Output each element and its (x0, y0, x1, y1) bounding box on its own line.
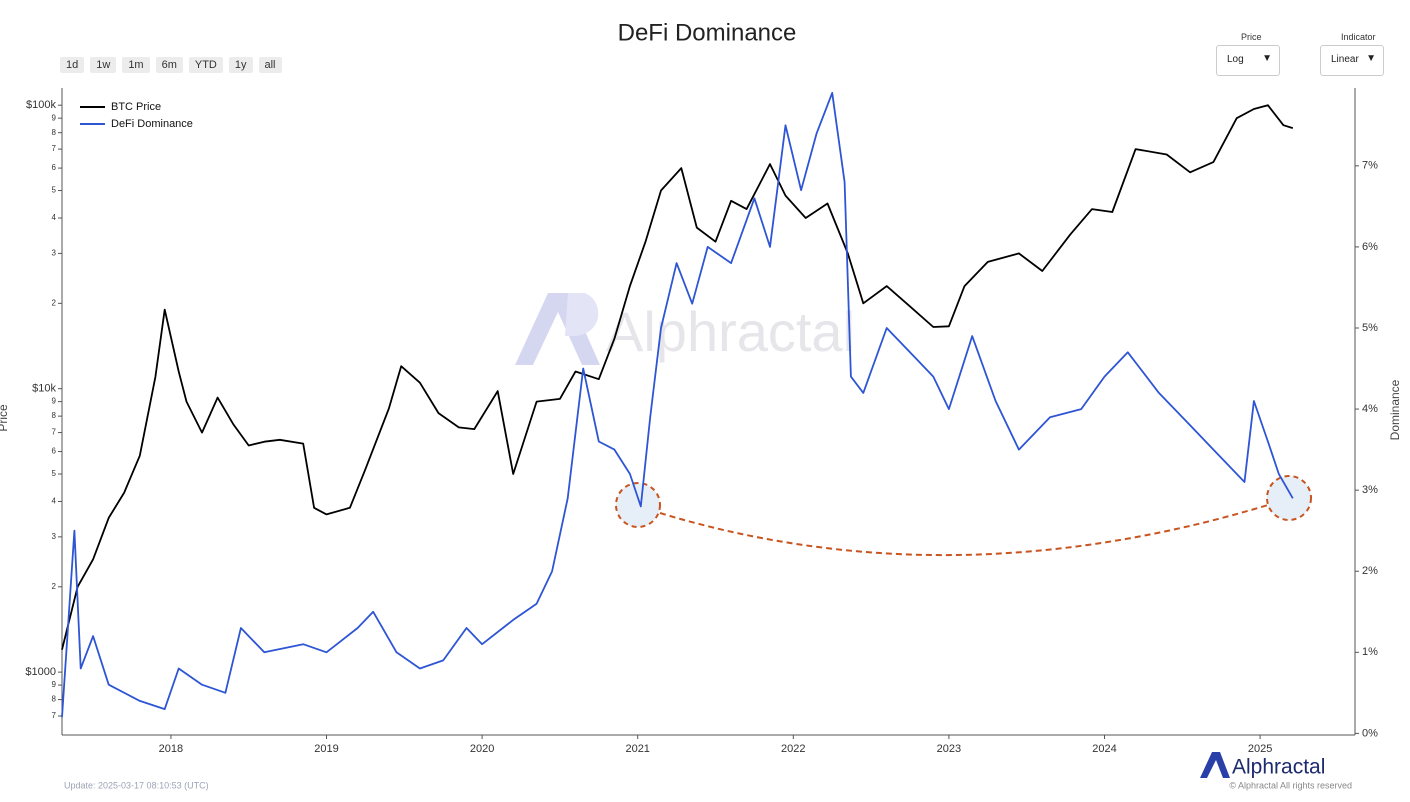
y-axis-label: Price (0, 404, 10, 432)
y2-tick-label: 0% (1362, 727, 1378, 739)
x-tick-label: 2023 (937, 743, 961, 755)
watermark-logo (565, 293, 599, 336)
y-tick-label: 7 (52, 428, 57, 437)
brand: Alphractal (1200, 752, 1325, 779)
price-scale-label: Price (1241, 32, 1262, 42)
y-tick-label: $10k (32, 383, 56, 395)
range-button[interactable]: 1y (228, 57, 253, 73)
range-button[interactable]: 1d (60, 57, 85, 73)
y2-tick-label: 5% (1362, 322, 1378, 334)
dropdown-arrow: ▼ (1262, 53, 1272, 64)
y-tick-label: 8 (52, 695, 57, 704)
copyright: © Alphractal All rights reserved (1229, 780, 1352, 790)
y-tick-label: 9 (52, 397, 57, 406)
update-text: Update: 2025-03-17 08:10:53 (UTC) (64, 780, 209, 790)
range-button[interactable]: 1w (90, 57, 117, 73)
y-tick-label: 2 (52, 298, 57, 307)
series-line (61, 92, 1294, 718)
indicator-scale-label: Indicator (1341, 32, 1376, 42)
y-tick-label: 9 (52, 113, 57, 122)
y2-axis-label: Dominance (1388, 379, 1402, 440)
y-tick-label: 8 (52, 411, 57, 420)
y-tick-label: $1000 (25, 666, 56, 678)
x-tick-label: 2020 (470, 743, 494, 755)
annotation-curve (659, 504, 1269, 557)
y2-tick-label: 1% (1362, 646, 1378, 658)
dropdown-arrow: ▼ (1366, 53, 1376, 64)
y2-tick-label: 3% (1362, 484, 1378, 496)
y-tick-label: 6 (52, 447, 57, 456)
legend-label: BTC Price (111, 101, 161, 113)
x-tick-label: 2018 (159, 743, 183, 755)
y-tick-label: 6 (52, 163, 57, 172)
x-tick-label: 2025 (1248, 743, 1272, 755)
y2-tick-label: 6% (1362, 241, 1378, 253)
y-tick-label: 7 (52, 144, 57, 153)
watermark: Alphractal (515, 293, 855, 365)
price-scale-dropdown[interactable]: Log ▼ (1216, 45, 1280, 76)
y-tick-label: 4 (52, 213, 57, 222)
x-tick-label: 2019 (314, 743, 338, 755)
y2-tick-label: 7% (1362, 160, 1378, 172)
range-button[interactable]: 6m (155, 57, 183, 73)
y-tick-label: 7 (52, 711, 57, 720)
y2-tick-label: 4% (1362, 403, 1378, 415)
y-tick-label: $100k (26, 99, 56, 111)
x-tick-label: 2021 (625, 743, 649, 755)
y-tick-label: 4 (52, 497, 57, 506)
range-button[interactable]: YTD (188, 57, 223, 73)
legend-label: DeFi Dominance (111, 118, 193, 130)
dropdown-value: Linear (1331, 54, 1359, 65)
highlight-circle (615, 482, 661, 528)
chart-title: DeFi Dominance (618, 19, 797, 46)
y-tick-label: 8 (52, 128, 57, 137)
y-tick-label: 5 (52, 186, 57, 195)
range-button[interactable]: all (258, 57, 282, 73)
brand-logo (1200, 752, 1230, 778)
x-tick-label: 2024 (1092, 743, 1116, 755)
y-tick-label: 3 (52, 249, 57, 258)
y-tick-label: 3 (52, 532, 57, 541)
watermark-logo (515, 293, 600, 365)
y-tick-label: 2 (52, 582, 57, 591)
y-tick-label: 9 (52, 680, 57, 689)
y2-tick-label: 2% (1362, 565, 1378, 577)
brand-text: Alphractal (1232, 756, 1325, 779)
annotation (615, 475, 1312, 557)
x-tick-label: 2022 (781, 743, 805, 755)
range-buttons: 1d 1w 1m 6m YTD 1y all (60, 57, 282, 73)
series-line (61, 104, 1294, 650)
range-button[interactable]: 1m (122, 57, 150, 73)
highlight-circle (1266, 475, 1312, 521)
indicator-scale-dropdown[interactable]: Linear ▼ (1320, 45, 1384, 76)
y-tick-label: 5 (52, 469, 57, 478)
dropdown-value: Log (1227, 54, 1244, 65)
watermark-text: Alphractal (606, 300, 855, 363)
